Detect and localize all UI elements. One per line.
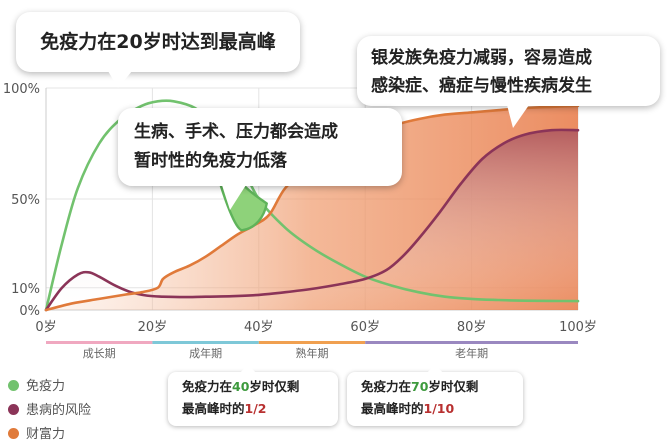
stage-bar [365, 341, 578, 344]
note-age-70-line1: 免疫力在70岁时仅剩 [361, 379, 479, 394]
dip-callout-line1: 生病、手术、压力都会造成 [134, 122, 338, 142]
legend-label-wealth: 财富力 [26, 427, 66, 442]
decline-callout-line2: 感染症、癌症与慢性疾病发生 [371, 76, 592, 96]
stage-label: 成长期 [83, 347, 116, 360]
legend-dot-risk [8, 404, 19, 415]
wealth-line [44, 104, 580, 312]
stage-label: 熟年期 [296, 346, 329, 360]
dip-callout-line2: 暂时性的免疫力低落 [134, 151, 287, 171]
note-age-70-line2: 最高峰时的1/10 [361, 401, 455, 416]
legend-label-immunity: 免疫力 [26, 379, 66, 394]
legend-dot-wealth [8, 428, 19, 439]
peak-callout: 免疫力在20岁时达到最高峰 [16, 12, 300, 88]
callout-tail [507, 105, 529, 128]
x-tick-label: 0岁 [35, 320, 56, 335]
y-tick-label: 0% [19, 304, 40, 319]
x-tick-label: 100岁 [559, 320, 597, 335]
legend-risk: 患病的风险 [8, 399, 91, 418]
risk-line [44, 128, 580, 312]
risk-area [46, 129, 578, 310]
note-pointer [240, 364, 256, 373]
y-tick-label: 100% [3, 82, 40, 97]
peak-callout-text: 免疫力在20岁时达到最高峰 [40, 31, 276, 53]
dip-callout: 生病、手术、压力都会造成 暂时性的免疫力低落 [118, 108, 402, 210]
legend-wealth: 财富力 [8, 423, 65, 442]
legend-dot-immunity [8, 380, 19, 391]
x-tick-label: 60岁 [350, 320, 380, 335]
note-age-40: 免疫力在40岁时仅剩 最高峰时的1/2 [168, 364, 338, 426]
stage-label: 老年期 [455, 346, 488, 360]
y-tick-label: 50% [11, 193, 40, 208]
legend-immunity: 免疫力 [8, 375, 65, 394]
legend-label-risk: 患病的风险 [26, 403, 92, 418]
note-pointer [427, 364, 443, 373]
callout-tail [222, 185, 246, 210]
note-age-40-line1: 免疫力在40岁时仅剩 [182, 379, 300, 394]
x-tick-label: 80岁 [457, 320, 487, 335]
stage-bar [152, 341, 259, 344]
x-tick-label: 40岁 [244, 320, 274, 335]
note-age-70: 免疫力在70岁时仅剩 最高峰时的1/10 [347, 364, 523, 426]
stage-bar [258, 341, 366, 344]
note-age-40-line2: 最高峰时的1/2 [182, 401, 267, 416]
y-tick-label: 10% [11, 282, 40, 297]
x-tick-label: 20岁 [138, 320, 168, 335]
stage-label: 成年期 [189, 346, 222, 360]
stage-bar [46, 341, 153, 344]
callout-tail [108, 71, 132, 88]
decline-callout-line1: 银发族免疫力减弱，容易造成 [371, 48, 592, 68]
decline-callout: 银发族免疫力减弱，容易造成 感染症、癌症与慢性疾病发生 [357, 36, 660, 128]
